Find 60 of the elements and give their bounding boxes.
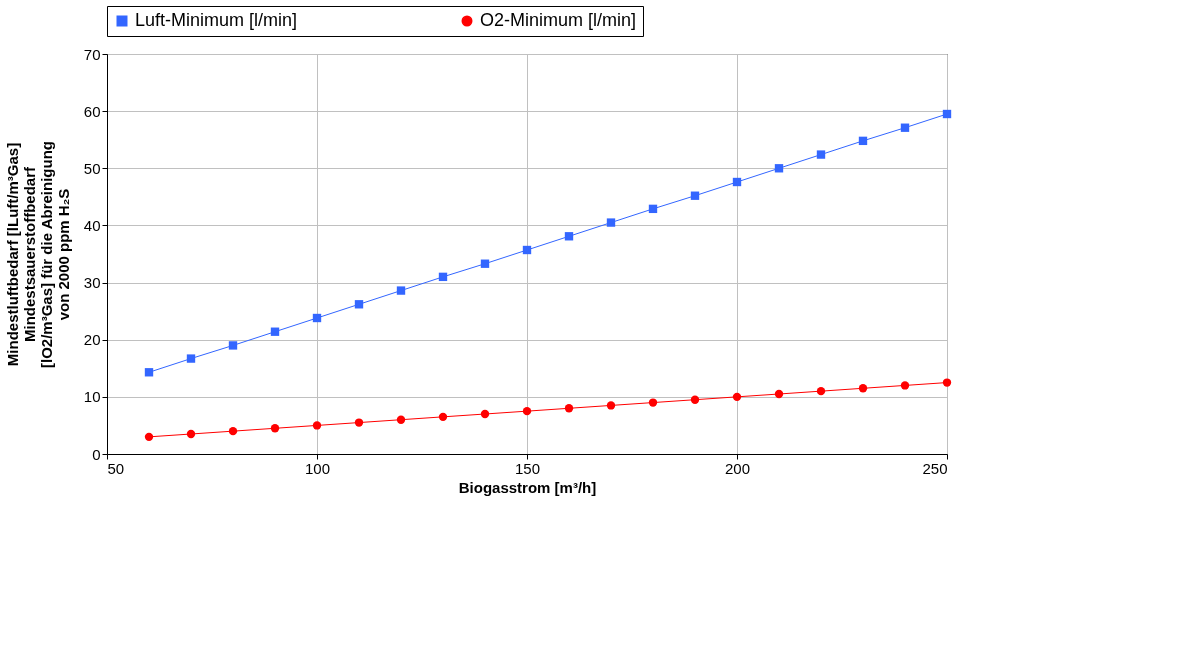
y-tick-label: 50 [83,159,101,177]
point [312,313,322,323]
legend-label: Luft-Minimum [l/min] [135,10,298,30]
point [942,378,952,387]
legend-label: O2-Minimum [l/min] [480,10,637,30]
point [354,418,364,427]
point [816,150,826,159]
point [858,384,868,393]
point [690,191,700,200]
point [606,218,616,227]
point [438,412,448,422]
x-tick-label: 100 [304,459,331,477]
x-axis-title: Biogasstrom [m³/h] [458,478,597,496]
point [480,259,490,268]
point [564,232,574,241]
x-tick-label: 200 [724,459,751,477]
y-tick-label: 70 [83,45,101,63]
text: Mindestluftbedarf [lLuft/m³Gas] [3,142,21,367]
point [690,395,700,404]
x-tick-label: 250 [922,459,948,477]
y-tick-label: 30 [83,274,101,292]
y-tick-label: 0 [92,445,101,463]
x-tick-label: 50 [107,459,125,477]
text: [lO2/m³Gas] für die Abreinigung [37,141,55,368]
y-tick-label: 60 [83,102,101,120]
point [228,426,238,436]
point [480,409,490,419]
point [270,327,280,336]
text: von 2000 ppm H₂S [54,188,72,321]
point [858,136,868,146]
x-tick-label: 150 [514,459,541,477]
point [900,123,910,132]
point [732,177,742,187]
point [396,286,406,295]
y-tick-label: 10 [83,388,101,406]
y-tick-label: 40 [83,216,101,234]
point [816,386,826,396]
point [606,401,616,410]
point [186,354,196,363]
point [396,415,406,424]
point [186,429,196,439]
point [270,424,280,433]
point [732,392,742,402]
point [648,204,658,214]
point [522,406,532,416]
point [144,368,154,377]
point [438,272,448,282]
text: Mindestsauerstoffbedarf [20,166,38,343]
point [648,398,658,407]
point [942,109,952,119]
point [900,381,910,390]
point [564,404,574,413]
point [144,432,154,442]
point [774,164,784,173]
point [774,389,784,399]
point [228,341,238,350]
y-tick-label: 20 [83,331,101,349]
point [354,300,364,309]
point [312,421,322,430]
point [522,245,532,255]
